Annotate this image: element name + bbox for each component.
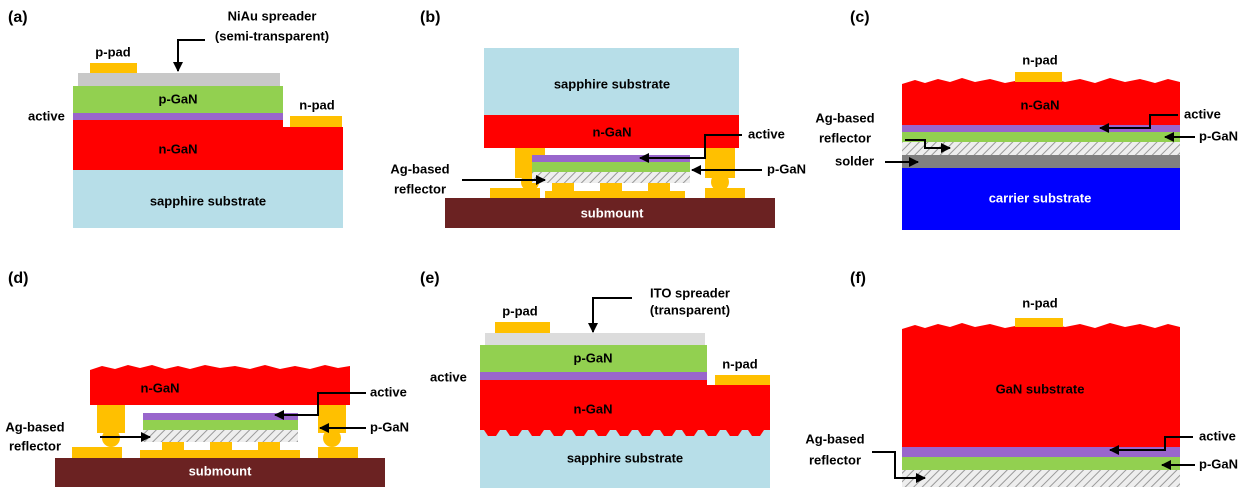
label: n-pad: [1022, 295, 1057, 310]
panel-label: (f): [850, 270, 866, 287]
label: submount: [189, 463, 252, 478]
label: reflector: [9, 438, 61, 453]
n-gan-layer: [90, 365, 350, 405]
panel-d: (d) n-GaN active p-GaN Ag-based reflecto…: [5, 270, 409, 487]
label: p-GaN: [767, 161, 806, 176]
pad: [705, 188, 745, 198]
label: active: [430, 369, 467, 384]
panel-e: (e) p-pad ITO spreader (transparent) p-G…: [420, 270, 770, 488]
label: n-GaN: [574, 401, 613, 416]
label: n-pad: [722, 356, 757, 371]
active-layer: [480, 372, 707, 380]
pad: [318, 447, 358, 458]
active-layer: [143, 413, 298, 420]
pad: [490, 188, 540, 198]
n-gan-layer: [73, 120, 283, 127]
label: reflector: [809, 452, 861, 467]
label: n-pad: [299, 97, 334, 112]
pad: [140, 450, 300, 458]
label: p-GaN: [1199, 456, 1238, 471]
label: Ag-based: [805, 431, 864, 446]
label: (semi-transparent): [215, 28, 329, 43]
label: NiAu spreader: [228, 8, 317, 23]
n-pad: [1015, 318, 1063, 327]
label: sapphire substrate: [554, 76, 670, 91]
label: submount: [581, 205, 644, 220]
label: GaN substrate: [996, 381, 1085, 396]
p-pad: [495, 322, 550, 333]
active-layer: [73, 113, 283, 120]
label: reflector: [819, 130, 871, 145]
n-gan-layer: [480, 380, 707, 385]
spreader: [485, 333, 705, 345]
panel-label: (b): [420, 9, 440, 26]
n-pad: [715, 375, 770, 385]
label: solder: [835, 153, 874, 168]
panel-a: (a) p-pad NiAu spreader (semi-transparen…: [8, 8, 343, 228]
label: n-GaN: [593, 124, 632, 139]
reflector: [143, 430, 298, 442]
pad: [545, 191, 685, 198]
solder: [902, 155, 1180, 168]
label: reflector: [394, 181, 446, 196]
label: p-pad: [502, 303, 537, 318]
bump: [323, 429, 341, 447]
pad: [72, 447, 122, 458]
n-gan-layer: [480, 385, 770, 430]
arrow: [178, 40, 205, 71]
label: Ag-based: [5, 419, 64, 434]
label: active: [1199, 428, 1236, 443]
p-gan-layer: [532, 162, 690, 172]
reflector: [902, 470, 1180, 487]
label: n-GaN: [159, 141, 198, 156]
label: n-GaN: [141, 380, 180, 395]
panel-label: (a): [8, 9, 28, 26]
label: sapphire substrate: [567, 450, 683, 465]
label: n-pad: [1022, 52, 1057, 67]
label: p-GaN: [370, 419, 409, 434]
active-layer: [902, 447, 1180, 457]
label: active: [28, 108, 65, 123]
pillar: [97, 405, 125, 433]
label: carrier substrate: [989, 190, 1092, 205]
p-gan-layer: [902, 457, 1180, 470]
label: n-GaN: [1021, 97, 1060, 112]
spreader: [78, 73, 280, 86]
n-gan-layer: [73, 127, 343, 170]
label: active: [1184, 106, 1221, 121]
label: (transparent): [650, 302, 730, 317]
reflector: [532, 172, 690, 183]
label: p-GaN: [574, 350, 613, 365]
label: ITO spreader: [650, 285, 730, 300]
panel-label: (d): [8, 270, 28, 287]
arrow: [593, 298, 632, 332]
n-pad: [1015, 72, 1062, 82]
panel-b: (b) sapphire substrate n-GaN active p-Ga…: [390, 9, 806, 228]
panel-c: (c) n-pad n-GaN active p-GaN Ag-based re…: [815, 9, 1238, 230]
label: p-GaN: [159, 91, 198, 106]
label: Ag-based: [815, 110, 874, 125]
label: active: [370, 384, 407, 399]
diagram: (a) p-pad NiAu spreader (semi-transparen…: [0, 0, 1260, 489]
label: Ag-based: [390, 161, 449, 176]
label: p-pad: [95, 44, 130, 59]
p-gan-layer: [902, 132, 1180, 142]
label: sapphire substrate: [150, 193, 266, 208]
panel-label: (e): [420, 270, 440, 287]
label: p-GaN: [1199, 128, 1238, 143]
label: active: [748, 126, 785, 141]
n-pad: [290, 116, 342, 127]
p-pad: [90, 63, 137, 73]
panel-label: (c): [850, 9, 870, 26]
panel-f: (f) n-pad GaN substrate active p-GaN Ag-…: [805, 270, 1238, 487]
p-gan-layer: [143, 420, 298, 430]
